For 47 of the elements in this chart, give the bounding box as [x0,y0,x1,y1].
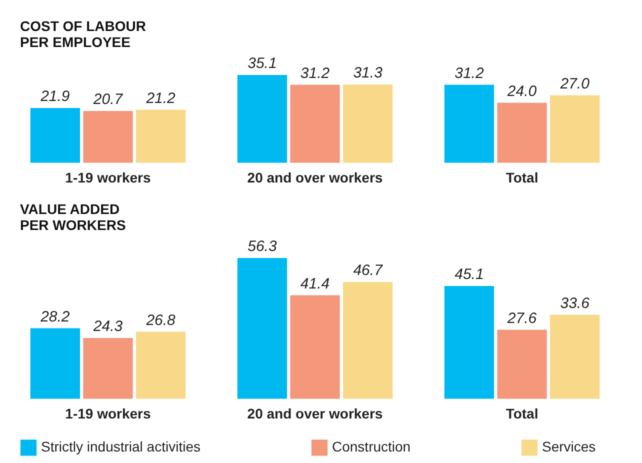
bar [136,332,186,399]
x-tick-label: Total [506,405,538,422]
chart-title: VALUE ADDED PER WORKERS [20,201,126,233]
data-label: 41.4 [300,275,330,292]
bar [497,102,547,163]
x-tick-label: 1-19 workers [65,405,151,422]
x-tick-label: 20 and over workers [247,169,383,186]
bar [30,328,80,399]
data-label: 31.3 [353,64,384,82]
bar [342,282,393,399]
data-label: 35.1 [248,55,277,72]
bar [550,95,600,163]
legend-label: Construction [332,438,411,455]
bar [83,111,133,163]
bar [30,108,80,163]
data-label: 26.8 [145,312,176,329]
data-label: 20.7 [92,91,124,108]
bar [444,286,494,399]
x-tick-label: Total [506,169,538,186]
data-label: 56.3 [248,238,278,255]
chart-title: COST OF LABOUR PER EMPLOYEE [20,18,146,50]
bar [497,330,547,399]
data-label: 24.0 [506,82,538,100]
data-label: 46.7 [353,262,384,279]
data-label: 27.0 [559,75,590,92]
data-label: 28.2 [40,308,70,326]
bar [136,110,186,163]
x-tick-label: 20 and over workers [247,405,383,422]
legend-label: Services [542,438,596,455]
data-label: 27.6 [506,310,538,327]
bar [290,295,340,399]
x-tick-label: 1-19 workers [65,169,151,186]
data-label: 45.1 [454,266,484,283]
bar [550,314,600,399]
data-label: 31.2 [454,64,484,82]
data-label: 31.2 [300,64,330,82]
bar [444,84,494,163]
data-label: 21.2 [145,90,176,107]
legend-label: Strictly industrial activities [41,438,200,455]
data-label: 33.6 [560,294,590,312]
data-label: 21.9 [40,88,70,105]
bar [83,338,133,399]
bar [342,84,393,163]
bar [237,75,288,163]
data-label: 24.3 [92,318,124,335]
bar [290,84,340,163]
bar [237,258,288,399]
